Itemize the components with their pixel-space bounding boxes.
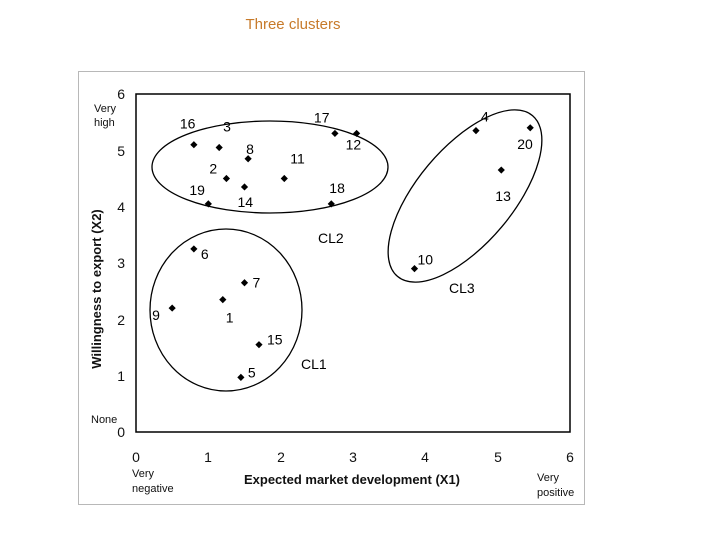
- y-tick-label: 3: [117, 255, 125, 271]
- point-label-4: 4: [481, 109, 489, 125]
- x-anchor-very-positive: positive: [537, 487, 574, 499]
- cluster-label-cl2: CL2: [318, 230, 344, 246]
- x-tick-label: 6: [566, 449, 574, 465]
- cluster-cl3-ellipse: [387, 109, 543, 283]
- data-point-20: [526, 124, 534, 132]
- data-point-3: [215, 143, 223, 152]
- data-point-6: [190, 245, 198, 253]
- x-tick-label: 2: [277, 449, 285, 465]
- x-anchor-very-negative: negative: [132, 483, 174, 495]
- data-point-9: [168, 304, 176, 312]
- y-axis-title: Willingness to export (X2): [89, 209, 104, 369]
- x-axis-title: Expected market development (X1): [244, 472, 460, 487]
- data-point-7: [240, 279, 249, 287]
- point-label-16: 16: [180, 116, 196, 132]
- data-point-13: [497, 166, 505, 174]
- x-tick-label: 5: [494, 449, 502, 465]
- cluster-cl2-ellipse: [151, 120, 389, 214]
- data-point-12: [353, 129, 361, 138]
- point-label-5: 5: [248, 364, 256, 380]
- y-tick-label: 4: [117, 199, 125, 215]
- plot-area: [135, 93, 571, 433]
- data-point-18: [327, 200, 335, 208]
- point-label-2: 2: [209, 161, 217, 177]
- y-tick-label: 0: [117, 424, 125, 440]
- point-label-3: 3: [223, 119, 231, 135]
- point-label-17: 17: [314, 109, 330, 125]
- y-anchor-very-high: high: [94, 117, 115, 129]
- y-tick-label: 1: [117, 368, 125, 384]
- point-label-12: 12: [346, 136, 362, 152]
- slide-title: Three clusters: [245, 16, 341, 33]
- point-label-15: 15: [267, 332, 283, 348]
- point-label-10: 10: [417, 252, 433, 268]
- x-tick-label: 3: [349, 449, 357, 465]
- data-point-16: [190, 141, 198, 149]
- data-point-14: [240, 183, 249, 191]
- point-label-18: 18: [329, 180, 345, 196]
- data-point-19: [204, 200, 212, 208]
- point-label-8: 8: [246, 141, 254, 157]
- point-label-6: 6: [201, 246, 209, 262]
- point-label-1: 1: [226, 310, 234, 326]
- data-point-17: [331, 129, 339, 138]
- x-tick-label: 1: [204, 449, 212, 465]
- y-tick-label: 5: [117, 143, 125, 159]
- y-anchor-none: None: [91, 414, 117, 426]
- y-tick-label: 2: [117, 312, 125, 328]
- point-label-11: 11: [290, 151, 305, 167]
- data-point-2: [222, 174, 231, 183]
- point-label-13: 13: [495, 188, 511, 204]
- cluster-label-cl1: CL1: [301, 356, 327, 372]
- cluster-label-cl3: CL3: [449, 280, 475, 296]
- y-tick-label: 6: [117, 86, 125, 102]
- data-point-4: [472, 127, 480, 135]
- cluster-cl1-ellipse: [149, 228, 303, 392]
- x-tick-label: 0: [132, 449, 140, 465]
- data-point-10: [410, 265, 419, 273]
- x-tick-label: 4: [421, 449, 429, 465]
- data-point-15: [255, 341, 263, 349]
- point-label-9: 9: [152, 307, 160, 323]
- data-point-1: [219, 296, 227, 304]
- point-label-20: 20: [517, 136, 533, 152]
- point-label-14: 14: [238, 194, 254, 210]
- point-label-19: 19: [189, 182, 205, 198]
- data-point-5: [237, 373, 245, 381]
- x-anchor-very-negative: Very: [132, 468, 155, 480]
- scatter-markers: [168, 124, 534, 381]
- x-anchor-very-positive: Very: [537, 472, 560, 484]
- figure-frame: [78, 71, 585, 505]
- data-point-8: [244, 155, 252, 163]
- point-label-7: 7: [253, 275, 261, 291]
- y-anchor-very-high: Very: [94, 103, 117, 115]
- data-point-11: [280, 174, 288, 183]
